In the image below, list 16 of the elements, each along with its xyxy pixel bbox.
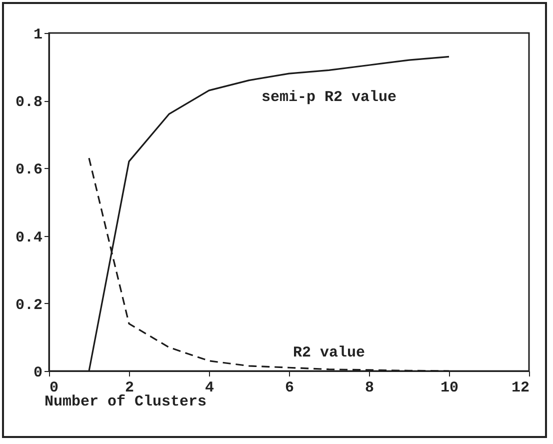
series-label: R2 value — [292, 344, 366, 362]
x-tick-label: 12 — [511, 380, 530, 396]
y-tick-label: 1 — [33, 26, 42, 44]
y-tick-label: 0.2 — [15, 296, 42, 314]
x-tick-label: 0 — [50, 380, 59, 396]
x-tick-label: 8 — [364, 380, 374, 396]
x-tick-label: 10 — [440, 380, 459, 396]
y-tick-label: 0.6 — [15, 162, 42, 179]
y-tick-label: 0 — [33, 364, 42, 382]
y-tick-label: 0.8 — [15, 94, 42, 112]
x-axis-title: Number of Clusters — [44, 394, 207, 410]
x-tick-label: 2 — [124, 380, 134, 396]
series-label: semi-p R2 value — [261, 89, 397, 106]
x-tick-label: 6 — [284, 380, 294, 396]
x-tick-label: 4 — [204, 380, 214, 396]
y-tick-label: 0.4 — [15, 229, 42, 246]
